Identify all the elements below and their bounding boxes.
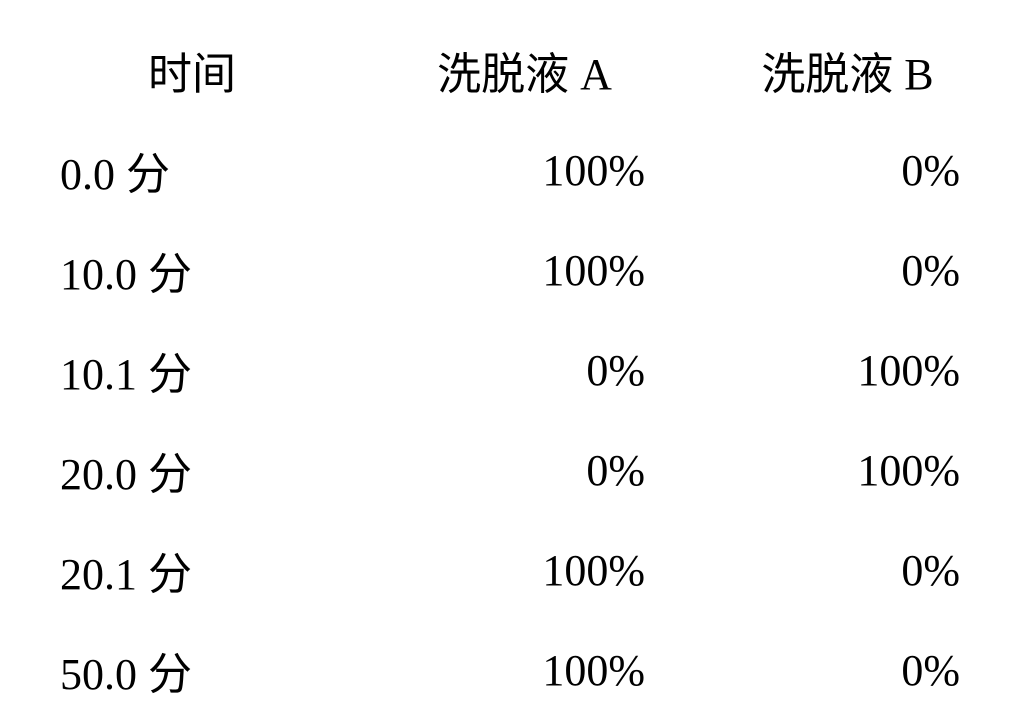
cell-eluent-b: 0% — [705, 120, 990, 220]
table-row: 10.1 分 0% 100% — [40, 320, 990, 420]
cell-eluent-b: 0% — [705, 620, 990, 720]
eluent-gradient-table: 时间 洗脱液 A 洗脱液 B 0.0 分 100% 0% 10.0 分 100%… — [40, 20, 990, 720]
cell-eluent-b: 100% — [705, 320, 990, 420]
cell-eluent-b: 0% — [705, 520, 990, 620]
cell-eluent-b: 0% — [705, 220, 990, 320]
table-row: 20.0 分 0% 100% — [40, 420, 990, 520]
header-time: 时间 — [40, 20, 344, 120]
cell-eluent-a: 100% — [344, 120, 705, 220]
cell-eluent-a: 100% — [344, 220, 705, 320]
cell-time: 10.0 分 — [40, 220, 344, 320]
table-row: 50.0 分 100% 0% — [40, 620, 990, 720]
cell-eluent-a: 0% — [344, 320, 705, 420]
table-header-row: 时间 洗脱液 A 洗脱液 B — [40, 20, 990, 120]
cell-eluent-a: 0% — [344, 420, 705, 520]
cell-time: 10.1 分 — [40, 320, 344, 420]
header-eluent-a: 洗脱液 A — [344, 20, 705, 120]
cell-time: 20.0 分 — [40, 420, 344, 520]
cell-time: 20.1 分 — [40, 520, 344, 620]
cell-eluent-a: 100% — [344, 620, 705, 720]
cell-time: 50.0 分 — [40, 620, 344, 720]
cell-eluent-a: 100% — [344, 520, 705, 620]
cell-eluent-b: 100% — [705, 420, 990, 520]
table-row: 0.0 分 100% 0% — [40, 120, 990, 220]
table-row: 10.0 分 100% 0% — [40, 220, 990, 320]
cell-time: 0.0 分 — [40, 120, 344, 220]
table-row: 20.1 分 100% 0% — [40, 520, 990, 620]
header-eluent-b: 洗脱液 B — [705, 20, 990, 120]
